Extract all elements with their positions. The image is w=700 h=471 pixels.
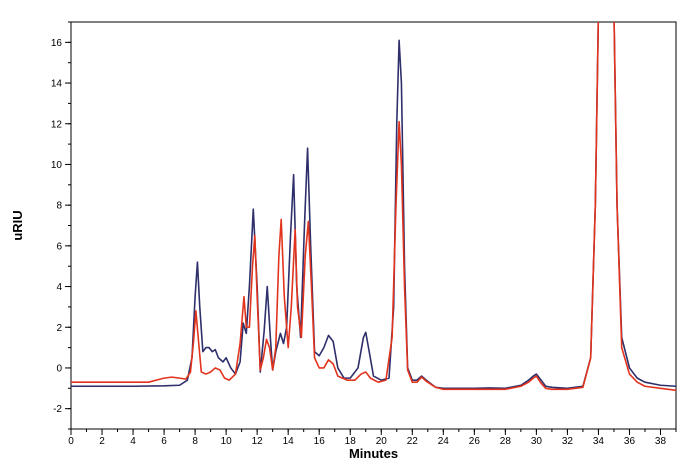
plot-area xyxy=(70,21,677,430)
x-tick-label: 26 xyxy=(469,436,481,447)
series-line-1 xyxy=(71,22,676,390)
y-tick-label: 8 xyxy=(56,201,62,212)
y-tick-label: 0 xyxy=(56,363,62,374)
x-tick-label: 28 xyxy=(500,436,512,447)
x-tick-label: 2 xyxy=(99,436,105,447)
x-tick-label: 16 xyxy=(314,436,326,447)
y-tick-label: -2 xyxy=(53,404,62,415)
y-axis: -2 0 2 4 6 8 10 12 14 16 xyxy=(51,21,71,430)
y-tick-label: 2 xyxy=(56,323,62,334)
y-tick-label: 6 xyxy=(56,241,62,252)
series-line-2 xyxy=(71,22,676,392)
x-tick-label: 12 xyxy=(252,436,264,447)
y-tick-label: 16 xyxy=(51,38,63,49)
x-tick-label: 30 xyxy=(531,436,543,447)
x-tick-label: 6 xyxy=(161,436,167,447)
x-tick-label: 4 xyxy=(130,436,136,447)
x-tick-label: 0 xyxy=(68,436,74,447)
x-tick-label: 34 xyxy=(593,436,605,447)
x-tick-label: 18 xyxy=(345,436,357,447)
x-tick-label: 22 xyxy=(407,436,419,447)
y-tick-label: 10 xyxy=(51,160,63,171)
x-tick-label: 14 xyxy=(283,436,295,447)
y-tick-label: 14 xyxy=(51,79,63,90)
y-axis-title: uRIU xyxy=(10,210,25,240)
x-tick-label: 10 xyxy=(221,436,233,447)
x-axis: 0 2 4 6 8 10 12 14 16 18 20 22 24 26 28 30 32 34 36 38 xyxy=(68,429,677,447)
x-tick-label: 8 xyxy=(192,436,198,447)
x-tick-label: 24 xyxy=(438,436,450,447)
y-tick-label: 4 xyxy=(56,282,62,293)
y-tick-label: 12 xyxy=(51,119,63,130)
x-axis-title: Minutes xyxy=(349,446,398,461)
x-tick-label: 20 xyxy=(376,436,388,447)
series-layer xyxy=(71,22,676,392)
plot-frame xyxy=(70,21,677,430)
x-tick-label: 32 xyxy=(562,436,574,447)
x-tick-label: 36 xyxy=(624,436,636,447)
x-tick-label: 38 xyxy=(655,436,667,447)
